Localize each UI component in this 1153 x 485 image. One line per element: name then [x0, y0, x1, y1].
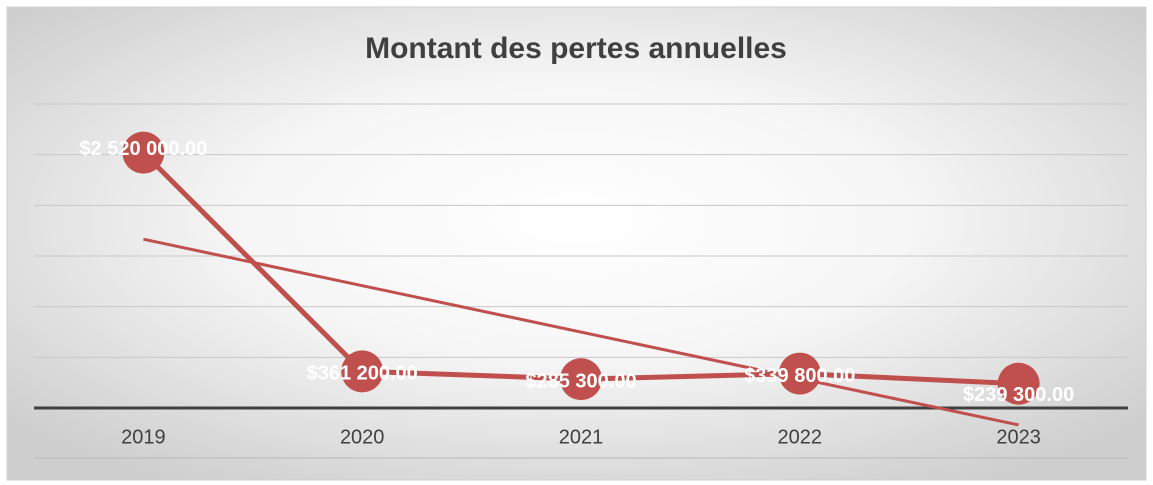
marker [122, 131, 165, 174]
x-tick-label: 2021 [559, 426, 604, 448]
data-label: $285 300.00 [525, 370, 636, 392]
x-tick-label: 2023 [996, 426, 1041, 448]
data-label: $361 200.00 [307, 363, 418, 385]
marker [778, 352, 821, 395]
marker [997, 362, 1040, 405]
chart-background [6, 6, 1147, 481]
marker [560, 358, 602, 401]
marker [341, 350, 384, 393]
data-label: $2 520 000.00 [79, 138, 207, 160]
x-tick-label: 2022 [778, 426, 823, 448]
chart-title: Montant des pertes annuelles [365, 32, 787, 65]
x-tick-label: 2019 [121, 426, 166, 448]
data-label: $239 300.00 [963, 384, 1074, 406]
data-label: $339 800.00 [744, 365, 855, 387]
trendline [143, 237, 1019, 427]
x-tick-label: 2020 [340, 426, 385, 448]
